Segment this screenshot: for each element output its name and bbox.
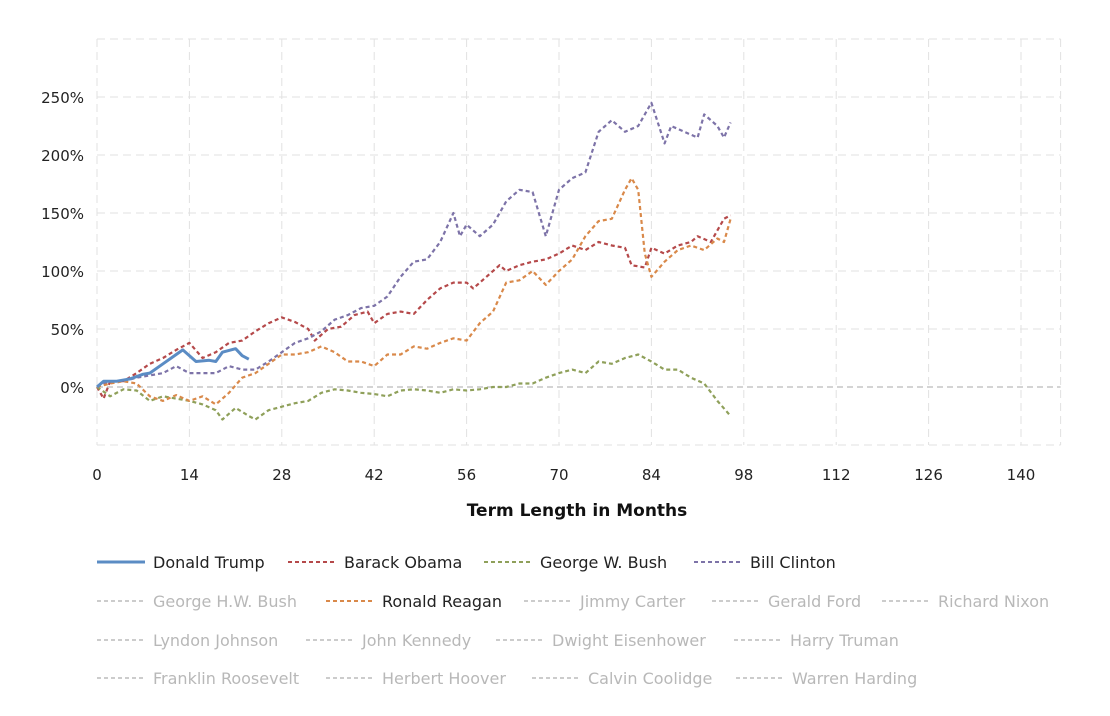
y-axis-ticks: 0% 50% 100% 150% 200% 250% (41, 89, 84, 397)
legend-item-harry-truman[interactable]: Harry Truman (734, 631, 899, 650)
y-tick-label: 50% (51, 321, 84, 339)
legend-label: Gerald Ford (768, 592, 861, 611)
legend-label: Barack Obama (344, 553, 462, 572)
legend-item-franklin-roosevelt[interactable]: Franklin Roosevelt (97, 669, 299, 688)
series-line-donald-trump (96, 347, 250, 389)
legend-item-richard-nixon[interactable]: Richard Nixon (882, 592, 1049, 611)
x-tick-label: 112 (822, 466, 851, 484)
legend-item-george-w-bush[interactable]: George W. Bush (484, 553, 667, 572)
legend-item-george-h-w-bush[interactable]: George H.W. Bush (97, 592, 297, 611)
legend-label: Jimmy Carter (579, 592, 686, 611)
x-axis-title: Term Length in Months (467, 501, 688, 521)
legend-item-bill-clinton[interactable]: Bill Clinton (694, 553, 836, 572)
legend-label: Bill Clinton (750, 553, 836, 572)
x-tick-label: 98 (734, 466, 753, 484)
x-tick-label: 70 (549, 466, 568, 484)
legend-item-warren-harding[interactable]: Warren Harding (736, 669, 917, 688)
y-tick-label: 150% (41, 205, 84, 223)
x-tick-label: 140 (1007, 466, 1036, 484)
legend-item-dwight-eisenhower[interactable]: Dwight Eisenhower (496, 631, 706, 650)
legend-item-gerald-ford[interactable]: Gerald Ford (712, 592, 861, 611)
legend-item-john-kennedy[interactable]: John Kennedy (306, 631, 471, 650)
series-line-barack-obama (96, 214, 732, 400)
y-tick-label: 100% (41, 263, 84, 281)
legend: Donald Trump Barack Obama George W. Bush Bi… (97, 553, 1049, 688)
x-axis-ticks: 0 14 28 42 56 70 84 98 112 126 140 (92, 466, 1035, 484)
legend-label: Franklin Roosevelt (153, 669, 299, 688)
y-tick-label: 200% (41, 147, 84, 165)
series-line-ronald-reagan (96, 177, 732, 406)
x-tick-label: 28 (272, 466, 291, 484)
legend-label: George H.W. Bush (153, 592, 297, 611)
y-tick-label: 0% (60, 379, 84, 397)
legend-label: Ronald Reagan (382, 592, 502, 611)
legend-label: Lyndon Johnson (153, 631, 278, 650)
legend-label: Harry Truman (790, 631, 899, 650)
x-tick-label: 56 (457, 466, 476, 484)
x-tick-label: 84 (642, 466, 661, 484)
legend-item-ronald-reagan[interactable]: Ronald Reagan (326, 592, 502, 611)
legend-label: John Kennedy (361, 631, 471, 650)
legend-item-jimmy-carter[interactable]: Jimmy Carter (524, 592, 686, 611)
x-tick-label: 14 (180, 466, 199, 484)
legend-item-donald-trump[interactable]: Donald Trump (97, 553, 265, 572)
legend-item-herbert-hoover[interactable]: Herbert Hoover (326, 669, 506, 688)
legend-item-lyndon-johnson[interactable]: Lyndon Johnson (97, 631, 278, 650)
x-tick-label: 126 (914, 466, 943, 484)
legend-label: Herbert Hoover (382, 669, 506, 688)
x-tick-label: 42 (365, 466, 384, 484)
x-tick-label: 0 (92, 466, 102, 484)
legend-label: Dwight Eisenhower (552, 631, 706, 650)
legend-label: George W. Bush (540, 553, 667, 572)
legend-label: Warren Harding (792, 669, 917, 688)
series-line-bill-clinton (96, 101, 732, 389)
legend-item-barack-obama[interactable]: Barack Obama (288, 553, 462, 572)
grid (96, 38, 1062, 446)
series-lines (96, 101, 732, 421)
legend-label: Richard Nixon (938, 592, 1049, 611)
legend-label: Donald Trump (153, 553, 265, 572)
series-line-george-w-bush (96, 353, 732, 421)
y-tick-label: 250% (41, 89, 84, 107)
legend-label: Calvin Coolidge (588, 669, 712, 688)
legend-item-calvin-coolidge[interactable]: Calvin Coolidge (532, 669, 712, 688)
